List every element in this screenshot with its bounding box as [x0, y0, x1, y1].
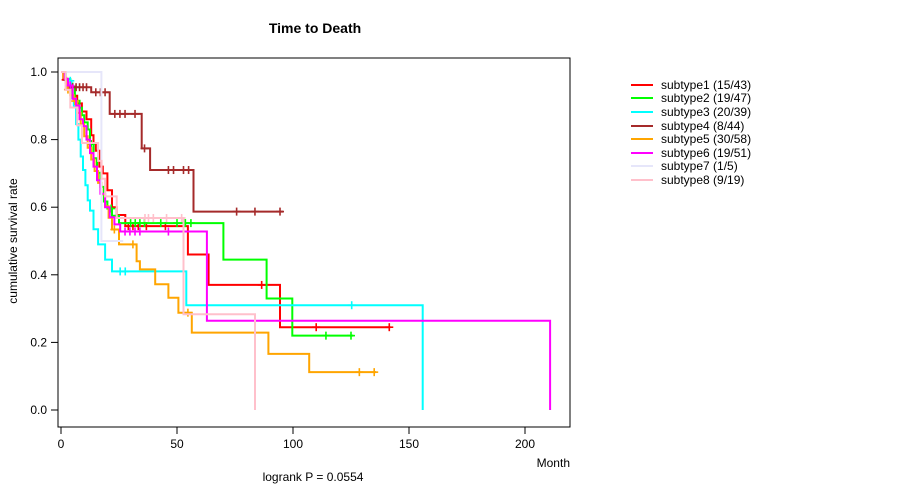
- y-tick-label: 1.0: [30, 65, 47, 79]
- legend-label-subtype6: subtype6 (19/51): [661, 145, 752, 160]
- km-curve-subtype7: [61, 71, 124, 242]
- y-tick-label: 0.6: [30, 200, 47, 214]
- legend-row-subtype7: subtype7 (1/5): [631, 159, 751, 174]
- legend-label-subtype2: subtype2 (19/47): [661, 91, 752, 106]
- legend-row-subtype3: subtype3 (20/39): [631, 105, 751, 119]
- x-tick-label: 50: [170, 437, 184, 451]
- x-axis-label: Month: [536, 456, 570, 470]
- legend-label-subtype8: subtype8 (9/19): [661, 172, 745, 187]
- y-tick-label: 0.2: [30, 335, 47, 349]
- y-axis-label: cumulative survival rate: [6, 178, 20, 304]
- y-tick-label: 0.4: [30, 268, 47, 282]
- legend-label-subtype5: subtype5 (30/58): [661, 132, 752, 147]
- legend-line-swatch-subtype7: [631, 165, 653, 168]
- legend-row-subtype4: subtype4 (8/44): [631, 119, 751, 133]
- legend-row-subtype5: subtype5 (30/58): [631, 132, 751, 146]
- legend-line-swatch-subtype1: [631, 83, 653, 86]
- legend-label-subtype7: subtype7 (1/5): [661, 159, 738, 174]
- chart-title: Time to Death: [268, 20, 362, 36]
- legend-line-swatch-subtype5: [631, 138, 653, 141]
- legend-row-subtype1: subtype1 (15/43): [631, 78, 751, 92]
- x-tick-label: 200: [515, 437, 535, 451]
- km-curve-subtype8: [61, 71, 256, 410]
- legend-line-swatch-subtype4: [631, 124, 653, 127]
- x-tick-label: 150: [399, 437, 419, 451]
- legend-line-swatch-subtype8: [631, 178, 653, 181]
- x-tick-label: 0: [58, 437, 65, 451]
- legend-label-subtype4: subtype4 (8/44): [661, 118, 745, 133]
- legend-row-subtype6: subtype6 (19/51): [631, 146, 751, 160]
- legend-line-swatch-subtype6: [631, 151, 653, 154]
- legend-row-subtype2: subtype2 (19/47): [631, 91, 752, 106]
- y-tick-label: 0.8: [30, 133, 47, 147]
- legend-line-swatch-subtype2: [631, 97, 653, 100]
- legend: subtype1 (15/43) subtype2 (19/47) subtype3…: [631, 78, 751, 187]
- x-tick-label: 100: [283, 437, 303, 451]
- plot-box: [57, 57, 571, 428]
- km-curve-subtype6: [61, 71, 552, 410]
- legend-row-subtype8: subtype8 (9/19): [631, 173, 751, 187]
- legend-label-subtype1: subtype1 (15/43): [661, 77, 752, 92]
- y-tick-label: 0.0: [30, 403, 47, 417]
- logrank-annotation: logrank P = 0.0554: [262, 470, 364, 484]
- legend-line-swatch-subtype3: [631, 110, 653, 113]
- legend-label-subtype3: subtype3 (20/39): [661, 104, 752, 119]
